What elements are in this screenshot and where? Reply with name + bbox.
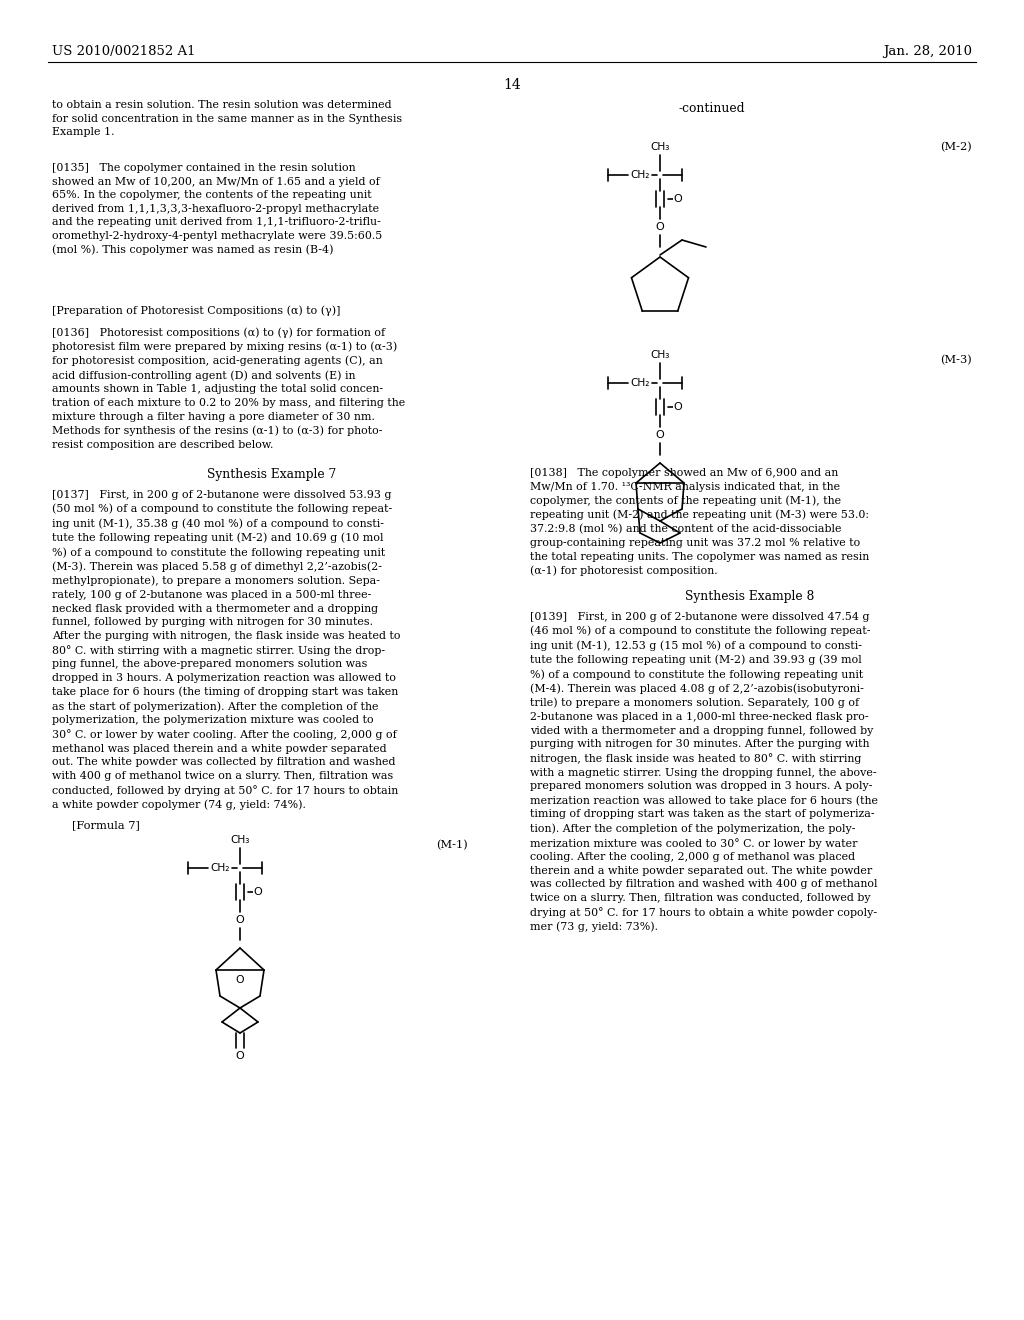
Text: Synthesis Example 8: Synthesis Example 8 <box>685 590 815 603</box>
Text: O: O <box>236 975 245 985</box>
Text: CH₂: CH₂ <box>630 378 650 388</box>
Text: CH₃: CH₃ <box>650 350 670 360</box>
Text: CH₂: CH₂ <box>210 863 229 873</box>
Text: [0136]   Photoresist compositions (α) to (γ) for formation of
photoresist film w: [0136] Photoresist compositions (α) to (… <box>52 327 406 450</box>
Text: (M-2): (M-2) <box>940 143 972 152</box>
Text: O: O <box>674 403 682 412</box>
Text: -continued: -continued <box>679 102 745 115</box>
Text: [0139]   First, in 200 g of 2-butanone were dissolved 47.54 g
(46 mol %) of a co: [0139] First, in 200 g of 2-butanone wer… <box>530 612 878 932</box>
Text: O: O <box>254 887 262 898</box>
Text: CH₃: CH₃ <box>650 143 670 152</box>
Text: [Formula 7]: [Formula 7] <box>72 820 140 830</box>
Text: O: O <box>236 915 245 925</box>
Text: [0135]   The copolymer contained in the resin solution
showed an Mw of 10,200, a: [0135] The copolymer contained in the re… <box>52 162 382 255</box>
Text: CH₃: CH₃ <box>230 836 250 845</box>
Text: (M-1): (M-1) <box>436 840 468 850</box>
Text: 14: 14 <box>503 78 521 92</box>
Text: to obtain a resin solution. The resin solution was determined
for solid concentr: to obtain a resin solution. The resin so… <box>52 100 402 137</box>
Text: (M-3): (M-3) <box>940 355 972 366</box>
Text: [0138]   The copolymer showed an Mw of 6,900 and an
Mw/Mn of 1.70. ¹³C-NMR analy: [0138] The copolymer showed an Mw of 6,9… <box>530 469 869 576</box>
Text: CH₂: CH₂ <box>630 170 650 180</box>
Text: US 2010/0021852 A1: US 2010/0021852 A1 <box>52 45 196 58</box>
Text: O: O <box>655 222 665 232</box>
Text: O: O <box>674 194 682 205</box>
Text: O: O <box>236 1051 245 1061</box>
Text: [Preparation of Photoresist Compositions (α) to (γ)]: [Preparation of Photoresist Compositions… <box>52 305 341 315</box>
Text: Jan. 28, 2010: Jan. 28, 2010 <box>883 45 972 58</box>
Text: O: O <box>655 430 665 440</box>
Text: [0137]   First, in 200 g of 2-butanone were dissolved 53.93 g
(50 mol %) of a co: [0137] First, in 200 g of 2-butanone wer… <box>52 490 400 810</box>
Text: Synthesis Example 7: Synthesis Example 7 <box>208 469 337 480</box>
